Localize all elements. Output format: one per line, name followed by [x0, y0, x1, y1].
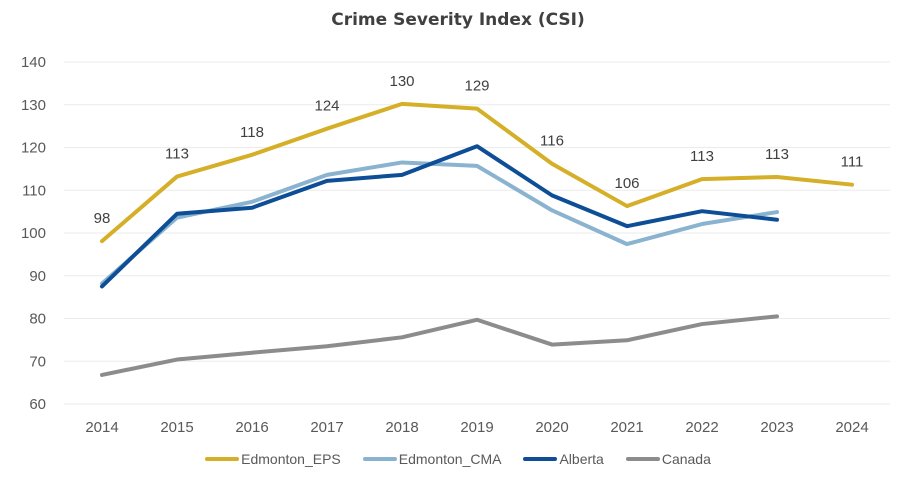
- series-line-edmonton-cma: [100, 160, 779, 286]
- x-axis-ticks: 2014 2015 2016 2017 2018 2019 2020 2021 2022 2023…: [85, 419, 868, 436]
- x-tick-label: 2014: [85, 419, 118, 436]
- legend-item-alberta: Alberta: [523, 451, 604, 467]
- x-tick-label: 2024: [835, 419, 868, 436]
- legend-label: Edmonton_EPS: [241, 451, 341, 467]
- x-tick-label: 2023: [760, 419, 793, 436]
- y-tick-label: 110: [22, 182, 46, 199]
- x-tick-label: 2022: [685, 419, 718, 436]
- legend-swatch: [362, 457, 397, 461]
- x-tick-label: 2015: [160, 419, 193, 436]
- x-tick-label: 2019: [460, 419, 493, 436]
- data-label: 113: [690, 148, 714, 165]
- series-line-canada: [100, 314, 779, 377]
- y-tick-label: 70: [29, 353, 46, 370]
- legend-label: Edmonton_CMA: [398, 451, 502, 467]
- chart-title: Crime Severity Index (CSI): [331, 10, 585, 30]
- legend-swatch: [205, 457, 240, 461]
- legend-item-edmonton-eps: Edmonton_EPS: [205, 451, 341, 467]
- data-label: 118: [240, 124, 264, 141]
- data-label: 113: [165, 146, 189, 163]
- data-label: 106: [614, 175, 639, 192]
- data-label: 130: [389, 73, 414, 90]
- legend-item-edmonton-cma: Edmonton_CMA: [362, 451, 502, 467]
- x-tick-label: 2016: [235, 419, 268, 436]
- y-tick-label: 130: [21, 97, 46, 114]
- legend-swatch: [625, 457, 660, 461]
- y-tick-label: 80: [29, 311, 46, 328]
- data-label: 116: [540, 133, 564, 150]
- x-tick-label: 2018: [385, 419, 418, 436]
- data-label: 111: [841, 154, 864, 171]
- legend-label: Canada: [661, 451, 711, 467]
- y-tick-label: 60: [29, 396, 46, 413]
- y-tick-label: 120: [21, 140, 46, 157]
- gridlines: [64, 61, 890, 405]
- data-label: 124: [314, 98, 339, 115]
- x-tick-label: 2020: [535, 419, 568, 436]
- legend-label: Alberta: [559, 451, 604, 467]
- data-label: 129: [464, 78, 489, 95]
- legend-swatch: [523, 457, 558, 461]
- series-lines: [100, 101, 854, 377]
- data-labels: 98 113 118 124 130 129 116 106 113 113 111: [94, 73, 864, 227]
- x-tick-label: 2021: [610, 419, 643, 436]
- y-axis-ticks: 60 70 80 90 100 110 120 130 140: [21, 54, 46, 413]
- data-label: 98: [94, 210, 111, 227]
- series-line-edmonton-eps: [100, 101, 854, 244]
- y-tick-label: 90: [29, 268, 46, 285]
- data-label: 113: [765, 146, 789, 163]
- legend-item-canada: Canada: [625, 451, 711, 467]
- series-line-alberta: [100, 144, 779, 289]
- x-tick-label: 2017: [310, 419, 343, 436]
- y-tick-label: 140: [21, 54, 46, 71]
- y-tick-label: 100: [21, 225, 46, 242]
- legend: Edmonton_EPS Edmonton_CMA Alberta Canada: [0, 451, 916, 467]
